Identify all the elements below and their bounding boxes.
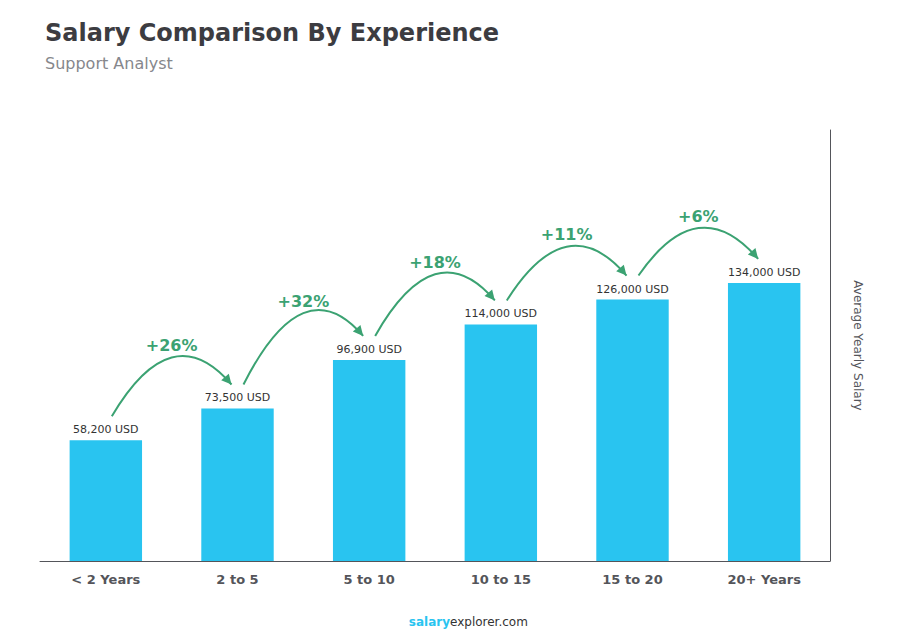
svg-text:Support Analyst: Support Analyst [45, 54, 173, 73]
svg-text:10 to 15: 10 to 15 [471, 572, 531, 587]
svg-text:salary: salary [409, 615, 450, 629]
svg-text:126,000 USD: 126,000 USD [596, 283, 669, 296]
svg-text:58,200 USD: 58,200 USD [73, 423, 139, 436]
svg-text:73,500 USD: 73,500 USD [205, 391, 271, 404]
svg-text:explorer.com: explorer.com [450, 615, 528, 629]
svg-text:114,000 USD: 114,000 USD [465, 307, 538, 320]
svg-text:20+ Years: 20+ Years [727, 572, 801, 587]
svg-text:+32%: +32% [277, 292, 329, 311]
svg-text:134,000 USD: 134,000 USD [728, 266, 801, 279]
svg-text:+18%: +18% [409, 253, 461, 272]
svg-text:Salary Comparison By Experienc: Salary Comparison By Experience [45, 19, 499, 47]
svg-text:+6%: +6% [678, 207, 719, 226]
svg-text:5 to 10: 5 to 10 [343, 572, 394, 587]
svg-text:2 to 5: 2 to 5 [216, 572, 258, 587]
svg-text:+11%: +11% [541, 225, 593, 244]
svg-text:+26%: +26% [146, 336, 198, 355]
svg-text:96,900 USD: 96,900 USD [336, 343, 402, 356]
svg-text:15 to 20: 15 to 20 [602, 572, 662, 587]
svg-text:Average Yearly Salary: Average Yearly Salary [851, 280, 865, 410]
svg-text:< 2 Years: < 2 Years [71, 572, 140, 587]
